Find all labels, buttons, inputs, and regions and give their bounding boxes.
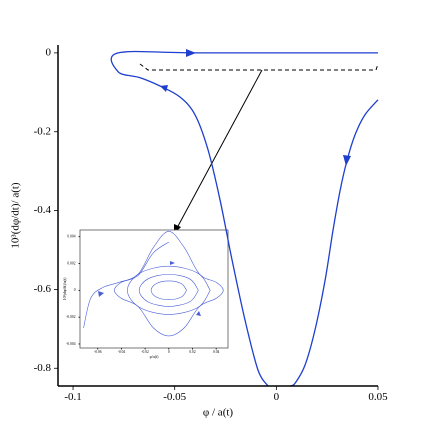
flow-arrow	[170, 261, 175, 265]
flow-arrow	[196, 311, 201, 316]
x-tick-label: -0.1	[64, 391, 81, 403]
zoom-pointer	[176, 69, 263, 229]
y-tick-label: 0	[46, 46, 52, 58]
data-line	[150, 280, 187, 301]
x-tick-label: -0.06	[94, 350, 102, 354]
y-tick-label: 0.004	[67, 235, 75, 239]
inset-frame	[79, 229, 229, 349]
data-line	[127, 265, 211, 315]
y-tick-label: -0.2	[34, 125, 51, 137]
y-tick-label: -0.002	[66, 315, 75, 319]
x-tick-label: 0	[274, 391, 280, 403]
y-axis-label: 10³(dφ/dt)/a(t)	[62, 277, 67, 300]
y-tick-label: 0	[74, 288, 76, 292]
x-tick-label: 0	[168, 350, 170, 354]
flow-arrow	[98, 291, 104, 297]
y-tick-label: -0.004	[66, 342, 75, 346]
x-tick-label: 0.04	[213, 350, 219, 354]
data-line	[83, 231, 224, 337]
y-axis-label: 10³(dφ/dt)/ a(t)	[10, 182, 22, 248]
data-line	[110, 50, 378, 387]
y-tick-label: -0.6	[34, 283, 52, 295]
x-axis-label: φ/a(t)	[150, 354, 160, 359]
data-line	[138, 273, 199, 307]
zoom-region	[139, 63, 379, 71]
plot-main: -0.1 -0.05 0 0.05 0 -0.2 -0.4 -0.6 -0.8 φ / a(t) 1…	[10, 45, 388, 419]
x-axis-label: φ / a(t)	[203, 407, 234, 419]
plot-inset: -0.06 -0.04 -0.02 0 0.02 0.04 0.004 0.002 0 -0.00…	[62, 231, 224, 359]
y-tick-label: -0.8	[34, 362, 52, 374]
x-tick-label: 0.02	[189, 350, 195, 354]
x-tick-label: -0.02	[141, 350, 149, 354]
data-line	[289, 99, 379, 387]
y-tick-label: -0.4	[34, 204, 52, 216]
y-tick-label: 0.002	[67, 261, 75, 265]
x-tick-label: 0.05	[368, 391, 388, 403]
x-tick-label: -0.05	[163, 391, 186, 403]
x-tick-label: -0.04	[118, 350, 126, 354]
